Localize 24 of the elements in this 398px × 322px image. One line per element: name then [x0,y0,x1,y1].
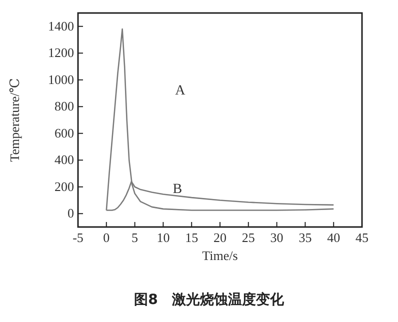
text: 图8 激光烧蚀温度变化 [134,291,285,308]
x-tick-label: 40 [327,230,340,245]
annotation: A [175,83,186,98]
x-tick-label: 35 [298,230,312,245]
y-tick-label: 1400 [48,18,74,34]
y-tick-label: 400 [54,152,74,168]
y-tick-label: 800 [54,98,74,114]
y-tick-label: 200 [54,178,74,194]
y-tick-label: 0 [68,206,74,221]
y-tick-label: 1000 [48,72,74,87]
x-tick-label: 20 [214,230,226,245]
x-axis-title: Time/s [202,248,238,263]
x-tick-label: 30 [270,230,284,245]
x-tick-label: 25 [242,230,255,245]
x-tick-label: 0 [103,230,110,245]
x-tick-label: 15 [185,230,198,245]
y-axis-title: Temperature/℃ [7,78,22,162]
y-tick-label: 1200 [48,45,74,60]
x-tick-label: 5 [132,230,138,245]
x-tick-label: 45 [356,230,368,245]
x-tick-label: -5 [72,230,84,245]
y-tick-label: 600 [54,125,74,140]
annotation: B [172,182,182,197]
x-tick-label: 10 [156,230,170,245]
